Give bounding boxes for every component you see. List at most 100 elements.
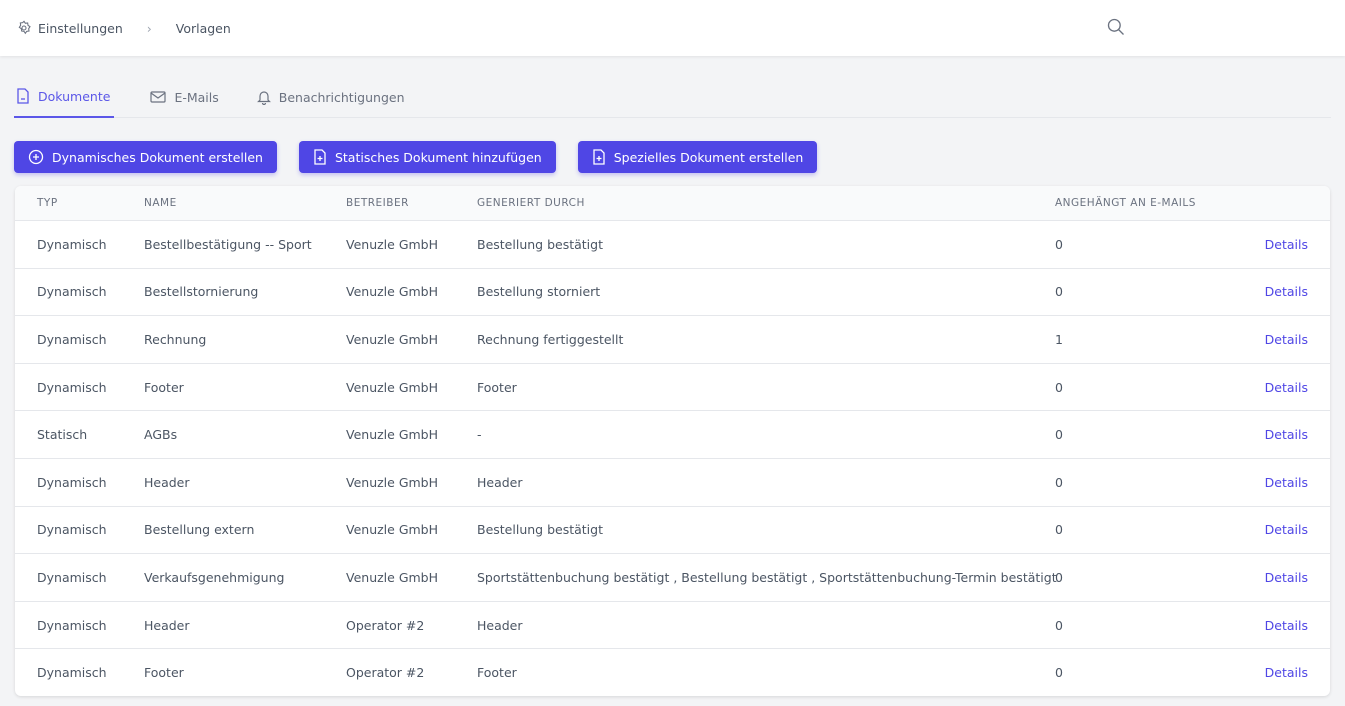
create-dynamic-document-button[interactable]: Dynamisches Dokument erstellen — [14, 141, 277, 173]
button-label: Statisches Dokument hinzufügen — [334, 149, 542, 165]
tab-label: Benachrichtigungen — [278, 89, 405, 105]
breadcrumb-settings[interactable]: Einstellungen — [38, 20, 123, 36]
cell-operator: Venuzle GmbH — [346, 522, 439, 538]
cell-type: Dynamisch — [37, 474, 107, 490]
table-row: Dynamisch Bestellung extern Venuzle GmbH Be… — [15, 505, 1330, 554]
cell-type: Dynamisch — [37, 284, 107, 300]
cell-name: Rechnung — [144, 331, 207, 347]
tab-dokumente[interactable]: Dokumente — [14, 76, 115, 118]
tab-label: E-Mails — [174, 89, 219, 105]
details-link[interactable]: Details — [1264, 284, 1308, 300]
details-link[interactable]: Details — [1264, 331, 1308, 347]
details-link[interactable]: Details — [1264, 379, 1308, 395]
search-icon[interactable] — [1106, 17, 1126, 37]
column-header: ANGEHÄNGT AN E-MAILS — [1055, 197, 1196, 209]
cell-type: Dynamisch — [37, 236, 107, 252]
cell-operator: Venuzle GmbH — [346, 236, 439, 252]
cell-generated-by: Header — [477, 474, 523, 490]
column-header: BETREIBER — [346, 197, 409, 209]
documents-table: TYP NAME BETREIBER GENERIERT DURCH ANGEH… — [15, 186, 1330, 696]
cell-name: Bestellung extern — [144, 522, 255, 538]
cell-type: Dynamisch — [37, 522, 107, 538]
cell-operator: Operator #2 — [346, 665, 425, 681]
tab-benachrichtigungen[interactable]: Benachrichtigungen — [255, 76, 407, 118]
column-header: TYP — [37, 197, 58, 209]
cell-operator: Venuzle GmbH — [346, 569, 439, 585]
table-row: Dynamisch Header Venuzle GmbH Header 0 Detail… — [15, 457, 1330, 506]
cell-attached-count: 0 — [1055, 569, 1063, 585]
breadcrumb-current: Vorlagen — [175, 20, 231, 36]
cell-operator: Venuzle GmbH — [346, 474, 439, 490]
cell-attached-count: 0 — [1055, 617, 1063, 633]
cell-name: Footer — [144, 665, 184, 681]
cell-generated-by: Rechnung fertiggestellt — [477, 331, 624, 347]
create-special-document-button[interactable]: Spezielles Dokument erstellen — [577, 141, 818, 173]
table-row: Statisch AGBs Venuzle GmbH - 0 Details — [15, 410, 1330, 458]
document-icon — [17, 88, 29, 104]
cell-type: Dynamisch — [37, 569, 107, 585]
table-row: Dynamisch Footer Venuzle GmbH Footer 0 Detail… — [15, 362, 1330, 411]
column-header: GENERIERT DURCH — [477, 197, 585, 209]
chevron-right-icon: › — [146, 20, 152, 36]
details-link[interactable]: Details — [1264, 474, 1308, 490]
cell-operator: Operator #2 — [346, 617, 425, 633]
cell-name: Verkaufsgenehmigung — [144, 569, 285, 585]
details-link[interactable]: Details — [1264, 617, 1308, 633]
details-link[interactable]: Details — [1264, 427, 1308, 443]
cell-type: Dynamisch — [37, 617, 107, 633]
cell-generated-by: Footer — [477, 379, 517, 395]
cell-generated-by: Bestellung bestätigt — [477, 236, 603, 252]
cell-generated-by: Bestellung storniert — [477, 284, 601, 300]
cell-operator: Venuzle GmbH — [346, 284, 439, 300]
tab-bar: Dokumente E-Mails Benachrichtigungen — [14, 76, 1331, 118]
cell-attached-count: 0 — [1055, 379, 1063, 395]
cell-name: Header — [144, 474, 190, 490]
breadcrumb: Einstellungen › Vorlagen — [16, 20, 231, 36]
plus-circle-icon — [28, 149, 44, 165]
table-row: Dynamisch Bestellbestätigung -- Sport Venu… — [15, 220, 1330, 268]
details-link[interactable]: Details — [1264, 569, 1308, 585]
cell-attached-count: 0 — [1055, 427, 1063, 443]
cell-generated-by: - — [477, 427, 482, 443]
cell-generated-by: Sportstättenbuchung bestätigt , Bestellu… — [477, 569, 1057, 585]
top-bar: Einstellungen › Vorlagen — [0, 0, 1345, 56]
add-static-document-button[interactable]: Statisches Dokument hinzufügen — [298, 141, 556, 173]
bell-icon — [256, 91, 271, 105]
cell-name: Bestellstornierung — [144, 284, 259, 300]
table-row: Dynamisch Rechnung Venuzle GmbH Rechnung fe… — [15, 315, 1330, 363]
cell-operator: Venuzle GmbH — [346, 379, 439, 395]
button-label: Spezielles Dokument erstellen — [613, 149, 804, 165]
cell-type: Dynamisch — [37, 665, 107, 681]
cell-attached-count: 0 — [1055, 522, 1063, 538]
tab-label: Dokumente — [38, 88, 111, 104]
button-label: Dynamisches Dokument erstellen — [52, 149, 263, 165]
table-row: Dynamisch Header Operator #2 Header 0 Details — [15, 600, 1330, 649]
column-header: NAME — [144, 197, 177, 209]
cell-generated-by: Bestellung bestätigt — [477, 522, 603, 538]
cell-type: Statisch — [37, 427, 88, 443]
gear-icon — [18, 20, 31, 35]
cell-name: Header — [144, 617, 190, 633]
document-plus-icon — [314, 149, 326, 165]
table-row: Dynamisch Verkaufsgenehmigung Venuzle GmbH… — [15, 553, 1330, 601]
document-plus-icon — [593, 149, 605, 165]
cell-name: Bestellbestätigung -- Sport — [144, 236, 312, 252]
cell-name: Footer — [144, 379, 184, 395]
details-link[interactable]: Details — [1264, 665, 1308, 681]
cell-operator: Venuzle GmbH — [346, 331, 439, 347]
mail-icon — [150, 91, 167, 103]
details-link[interactable]: Details — [1264, 236, 1308, 252]
cell-operator: Venuzle GmbH — [346, 427, 439, 443]
cell-name: AGBs — [144, 427, 178, 443]
cell-type: Dynamisch — [37, 379, 107, 395]
table-header: TYP NAME BETREIBER GENERIERT DURCH ANGEH… — [15, 186, 1330, 220]
cell-attached-count: 1 — [1055, 331, 1063, 347]
cell-attached-count: 0 — [1055, 236, 1063, 252]
action-buttons: Dynamisches Dokument erstellen Statische… — [14, 141, 818, 173]
cell-generated-by: Header — [477, 617, 523, 633]
cell-attached-count: 0 — [1055, 284, 1063, 300]
cell-attached-count: 0 — [1055, 665, 1063, 681]
table-row: Dynamisch Bestellstornierung Venuzle GmbH B… — [15, 267, 1330, 316]
tab-e-mails[interactable]: E-Mails — [148, 76, 220, 118]
details-link[interactable]: Details — [1264, 522, 1308, 538]
